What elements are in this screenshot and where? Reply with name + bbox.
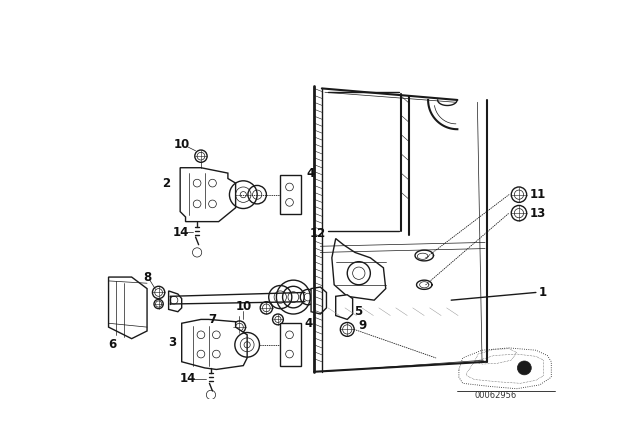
Text: 4: 4: [305, 317, 313, 330]
Text: 14: 14: [172, 226, 189, 239]
Text: 8: 8: [143, 271, 152, 284]
Polygon shape: [280, 323, 301, 366]
Text: 7: 7: [209, 313, 217, 326]
Text: 00062956: 00062956: [474, 391, 516, 400]
Text: 14: 14: [180, 372, 196, 385]
Text: 1: 1: [539, 286, 547, 299]
Polygon shape: [280, 176, 301, 214]
Text: 10: 10: [174, 138, 190, 151]
Circle shape: [517, 361, 531, 375]
Text: 6: 6: [109, 338, 116, 351]
Polygon shape: [168, 291, 182, 312]
Polygon shape: [311, 287, 326, 314]
Text: 11: 11: [530, 188, 546, 201]
Text: 12: 12: [310, 227, 326, 240]
Text: 4: 4: [307, 167, 315, 180]
Polygon shape: [109, 277, 147, 339]
Polygon shape: [180, 168, 236, 222]
Text: 3: 3: [168, 336, 176, 349]
Text: 13: 13: [530, 207, 546, 220]
Polygon shape: [336, 295, 353, 319]
Polygon shape: [182, 319, 247, 370]
Text: 2: 2: [163, 177, 171, 190]
Text: 9: 9: [359, 319, 367, 332]
Text: 10: 10: [236, 300, 252, 313]
Polygon shape: [332, 238, 386, 300]
Text: 5: 5: [354, 305, 362, 318]
